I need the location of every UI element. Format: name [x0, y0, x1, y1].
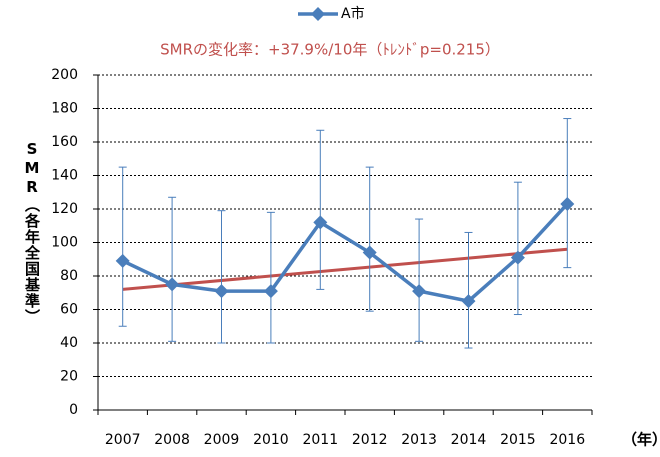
- x-tick-label: 2011: [302, 432, 338, 448]
- marker: [313, 215, 328, 230]
- series-line: [121, 202, 569, 304]
- y-tick-label: 140: [51, 168, 78, 184]
- y-tick-label: 60: [60, 302, 78, 318]
- trend-line: [122, 247, 568, 291]
- legend-marker: [311, 7, 325, 21]
- y-tick-label: 40: [60, 335, 78, 351]
- x-tick-label: 2012: [352, 432, 388, 448]
- error-bar: [266, 211, 275, 344]
- error-bar: [365, 166, 374, 312]
- x-tick-label: 2007: [105, 432, 141, 448]
- marker: [510, 250, 525, 265]
- x-tick-label: 2010: [253, 432, 289, 448]
- marker: [560, 196, 575, 211]
- error-bar: [168, 196, 177, 342]
- x-tick-label: 2013: [401, 432, 437, 448]
- y-tick-label: 20: [60, 369, 78, 385]
- annotation: SMRの変化率：+37.9%/10年（ﾄﾚﾝﾄﾞp=0.215）: [160, 41, 500, 59]
- y-tick-label: 120: [51, 201, 78, 217]
- marker: [165, 277, 180, 292]
- error-bar: [563, 118, 572, 269]
- legend-label: A市: [341, 5, 365, 22]
- marker: [461, 294, 476, 309]
- marker: [412, 284, 427, 299]
- x-tick-label: 2008: [154, 432, 190, 448]
- x-tick-label: 2009: [204, 432, 240, 448]
- y-tick-label: 0: [69, 402, 78, 418]
- y-tick-label: 100: [51, 235, 78, 251]
- error-bar: [316, 129, 325, 290]
- y-tick-label: 160: [51, 134, 78, 150]
- marker: [115, 253, 130, 268]
- y-tick-label: 180: [51, 101, 78, 117]
- marker: [263, 284, 278, 299]
- y-tick-label: 80: [60, 268, 78, 284]
- x-tick-label: 2016: [549, 432, 585, 448]
- y-tick-label: 200: [51, 67, 78, 83]
- x-axis-label: （年）: [622, 431, 660, 449]
- marker: [362, 245, 377, 260]
- error-bar: [415, 218, 424, 342]
- marker: [214, 284, 229, 299]
- x-tick-label: 2014: [451, 432, 487, 448]
- error-bar: [464, 231, 473, 349]
- error-bar: [217, 210, 226, 344]
- x-tick-label: 2015: [500, 432, 536, 448]
- error-bar: [513, 181, 522, 316]
- y-axis-label: SMR（各年全国基準）: [23, 140, 41, 325]
- error-bar: [118, 166, 127, 327]
